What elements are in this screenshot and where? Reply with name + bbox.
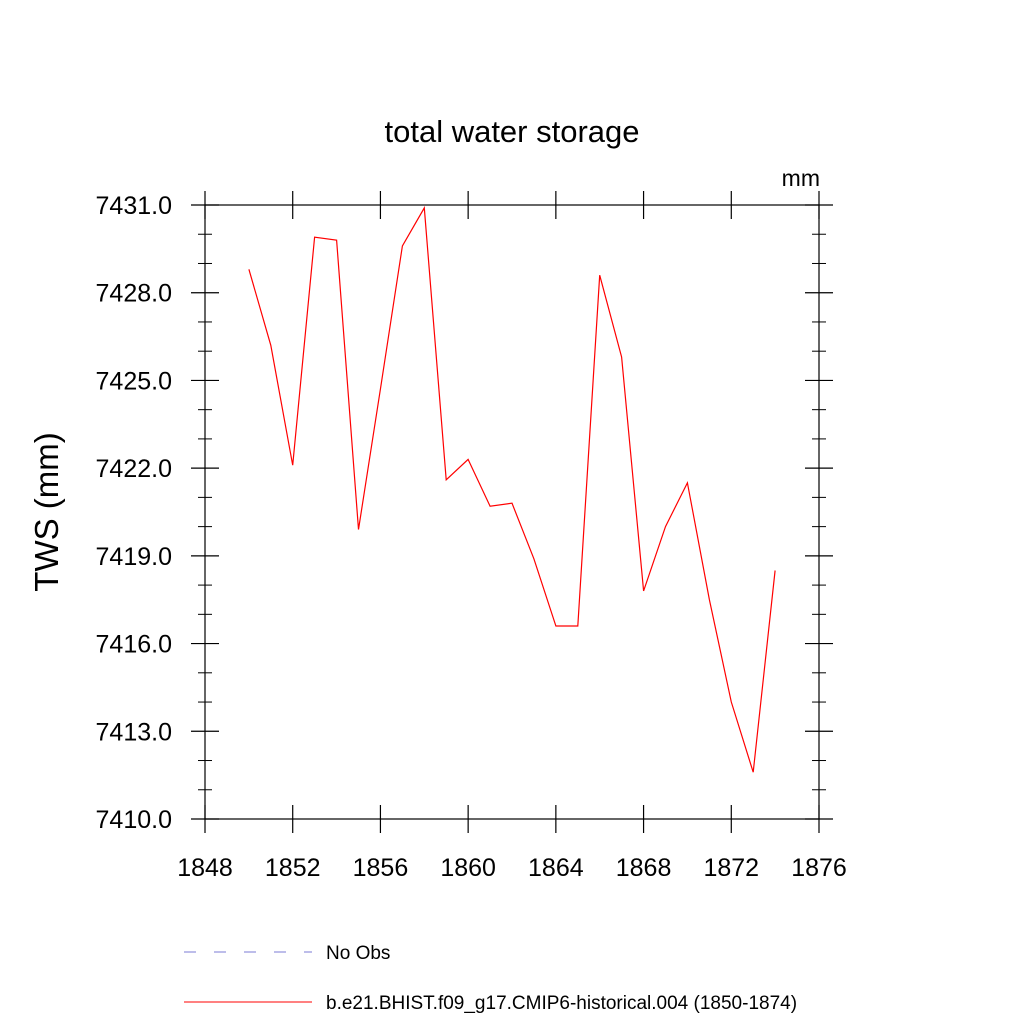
series-layer: [248, 205, 776, 773]
y-tick-label: 7431.0: [96, 192, 172, 220]
legend-label: b.e21.BHIST.f09_g17.CMIP6-historical.004…: [326, 993, 797, 1014]
y-tick-label: 7422.0: [96, 455, 172, 483]
x-tick-label: 1868: [616, 854, 672, 882]
legend: No Obs b.e21.BHIST.f09_g17.CMIP6-historic…: [184, 943, 797, 1014]
x-tick-label: 1860: [440, 854, 496, 882]
chart-title: total water storage: [384, 114, 639, 149]
x-tick-label: 1864: [528, 854, 584, 882]
y-tick-label: 7413.0: [96, 718, 172, 746]
x-tick-label: 1856: [353, 854, 409, 882]
y-tick-label: 7425.0: [96, 367, 172, 395]
x-tick-label: 1872: [703, 854, 759, 882]
y-tick-label: 7416.0: [96, 631, 172, 659]
legend-label: No Obs: [326, 943, 390, 964]
series-line: [248, 205, 776, 773]
x-tick-label: 1852: [265, 854, 321, 882]
y-axis-label: TWS (mm): [28, 432, 65, 591]
y-tick-label: 7428.0: [96, 280, 172, 308]
y-tick-label: 7419.0: [96, 543, 172, 571]
units-label: mm: [782, 165, 820, 191]
y-tick-label: 7410.0: [96, 806, 172, 834]
x-tick-label: 1876: [791, 854, 847, 882]
x-tick-label: 1848: [177, 854, 233, 882]
axis-ticks: 1848 1852 1856 1860 1864 1868 1872 1876 7410.0 74…: [96, 191, 847, 882]
plot-frame: [204, 204, 820, 820]
